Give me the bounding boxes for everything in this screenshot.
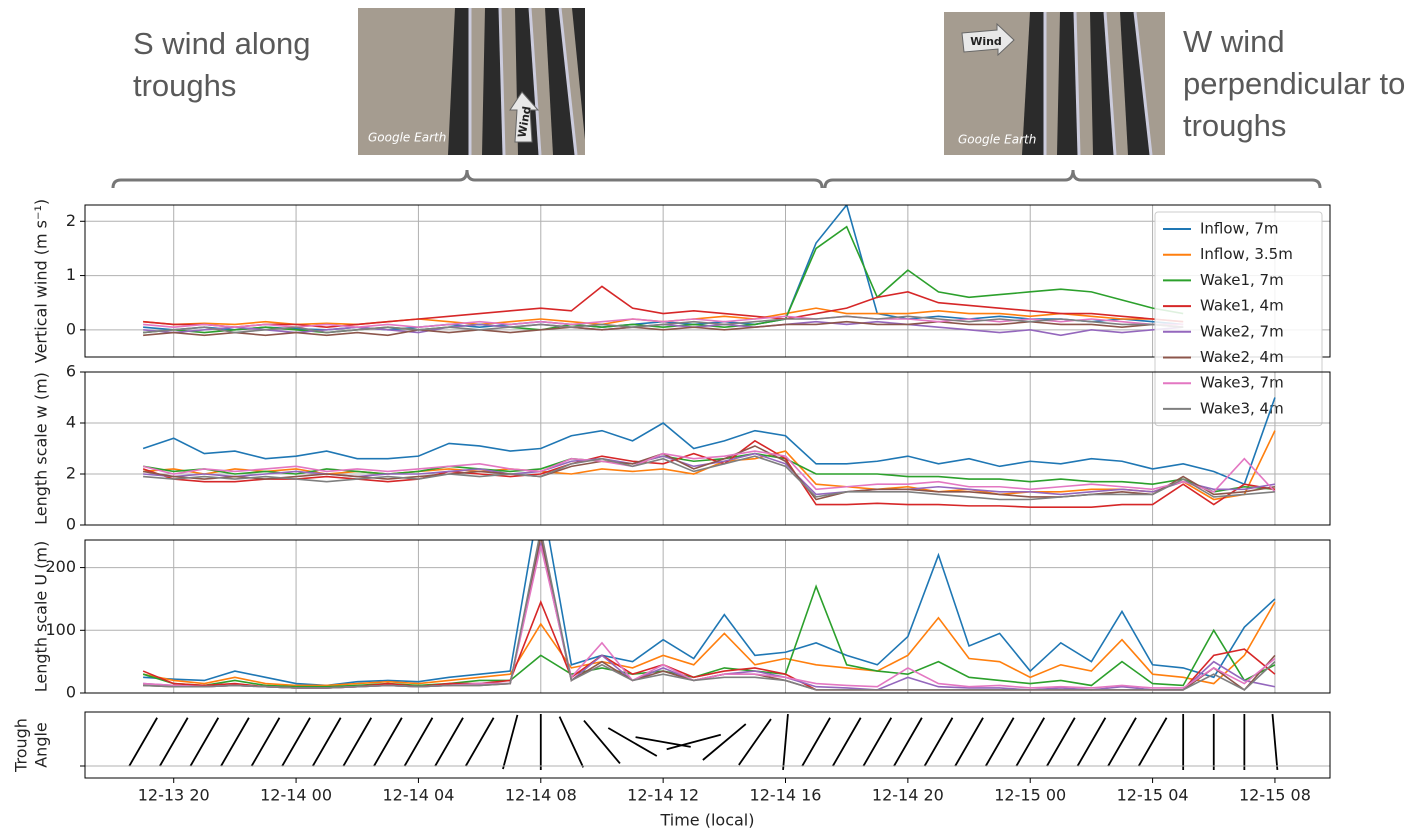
x-tick-label: 12-14 00: [260, 786, 332, 805]
trough-angle-glyph: [1108, 718, 1136, 766]
trough-angle-glyph: [584, 721, 620, 764]
x-axis-label: Time (local): [659, 811, 754, 830]
left-annotation: troughs: [133, 68, 236, 103]
x-tick-label: 12-14 08: [505, 786, 577, 805]
photo-credit: Google Earth: [368, 131, 446, 145]
trough-angle-glyph: [1139, 718, 1167, 766]
trough-angle-glyph: [608, 728, 656, 756]
trough-angle-glyph: [986, 718, 1014, 766]
x-tick-label: 12-14 16: [750, 786, 822, 805]
left-annotation: S wind along: [133, 26, 311, 61]
legend-label: Inflow, 7m: [1200, 220, 1279, 238]
y-axis-label: Length scale w (m): [32, 372, 51, 525]
y-tick-label: 4: [66, 413, 76, 432]
legend-box: [1155, 212, 1322, 426]
trough-angle-glyph: [667, 735, 721, 749]
trough-angle-glyph: [374, 718, 402, 766]
series-line: [143, 536, 1275, 690]
axes-frame: [85, 540, 1330, 693]
legend-label: Wake1, 4m: [1200, 297, 1284, 315]
trough-angle-glyph: [783, 714, 788, 770]
y-axis-label: Angle: [32, 722, 51, 768]
y-tick-label: 2: [66, 464, 76, 483]
right-annotation: W wind: [1183, 24, 1285, 59]
series-line: [143, 431, 1275, 500]
x-tick-label: 12-13 20: [138, 786, 210, 805]
trough-angle-glyph: [703, 724, 746, 760]
trough-angle-glyph: [251, 718, 279, 766]
series-line: [143, 543, 1275, 690]
trough-angle-glyph: [313, 718, 341, 766]
axes-frame: [85, 372, 1330, 525]
series-line: [143, 530, 1275, 690]
plot-area: [129, 714, 1277, 770]
brace: [113, 170, 822, 188]
figure: S wind along troughs W wind perpendicula…: [0, 0, 1422, 831]
x-tick-label: 12-15 00: [994, 786, 1066, 805]
trough-angle-glyph: [404, 718, 432, 766]
trough-angle-glyph: [894, 718, 922, 766]
x-tick-label: 12-14 12: [627, 786, 699, 805]
trough-angle-glyph: [503, 715, 517, 769]
y-tick-label: 0: [66, 515, 76, 534]
trough-angle-glyph: [1077, 718, 1105, 766]
photo: Wind Google Earth: [944, 12, 1165, 155]
trough-angle-glyph: [221, 718, 249, 766]
trough-angle-glyph: [955, 718, 983, 766]
page: {"annotations": {"left_text": ["S wind a…: [0, 0, 1422, 831]
wind-arrow-label: Wind: [970, 35, 1002, 48]
right-annotation: troughs: [1183, 108, 1286, 143]
legend-label: Wake2, 4m: [1200, 348, 1284, 366]
y-tick-label: 6: [66, 362, 76, 381]
right-annotation: perpendicular to: [1183, 66, 1405, 101]
trough-angle-glyph: [833, 718, 861, 766]
x-tick-label: 12-15 08: [1239, 786, 1311, 805]
trough-angle-glyph: [466, 718, 494, 766]
legend-label: Inflow, 3.5m: [1200, 245, 1293, 263]
photo-credit: Google Earth: [958, 133, 1036, 147]
trough-angle-glyph: [160, 718, 188, 766]
brace: [825, 170, 1320, 188]
trough-angle-glyph: [802, 718, 830, 766]
trough-angle-glyph: [924, 718, 952, 766]
trough-angle-glyph: [282, 718, 310, 766]
y-axis-label: Length scale U (m): [32, 541, 51, 692]
y-axis-label: Vertical wind (m s⁻¹): [32, 199, 51, 363]
legend-label: Wake1, 7m: [1200, 271, 1284, 289]
series-line: [143, 546, 1275, 688]
trough-angle-glyph: [129, 718, 157, 766]
y-tick-label: 2: [66, 211, 76, 230]
trough-angle-glyph: [560, 717, 584, 768]
trough-angle-glyph: [1047, 718, 1075, 766]
trough-angle-glyph: [1016, 718, 1044, 766]
plot-area: [143, 492, 1275, 690]
legend-label: Wake2, 7m: [1200, 322, 1284, 340]
x-tick-label: 12-15 04: [1117, 786, 1189, 805]
x-tick-label: 12-14 04: [382, 786, 454, 805]
trough-angle-glyph: [863, 718, 891, 766]
y-tick-label: 0: [66, 319, 76, 338]
y-tick-label: 0: [66, 683, 76, 702]
plot-area: [143, 398, 1275, 508]
legend-label: Wake3, 7m: [1200, 374, 1284, 392]
trough-angle-glyph: [435, 718, 463, 766]
y-tick-label: 1: [66, 265, 76, 284]
y-axis-label: Trough: [12, 718, 31, 773]
axes-frame: [85, 712, 1330, 778]
trough-angle-glyph: [190, 718, 218, 766]
trough-angle-glyph: [343, 718, 371, 766]
x-tick-label: 12-14 20: [872, 786, 944, 805]
photo: Google Earth Wind: [358, 8, 585, 155]
trough-angle-glyph: [1272, 714, 1277, 770]
